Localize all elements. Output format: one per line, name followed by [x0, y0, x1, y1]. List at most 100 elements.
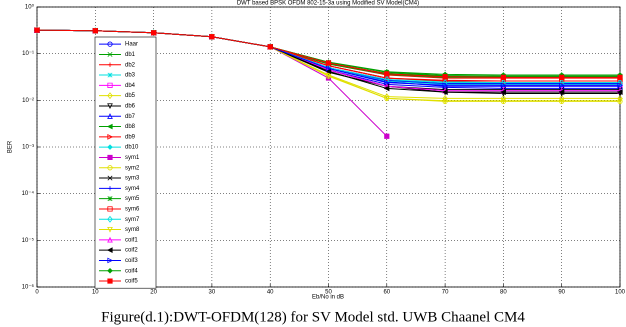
- legend-label: db8: [125, 124, 136, 130]
- marker: [325, 60, 332, 66]
- marker: [209, 34, 215, 40]
- y-tick-label: 10⁻³: [22, 145, 34, 151]
- marker: [617, 74, 623, 81]
- x-tick-label: 60: [383, 290, 390, 296]
- marker: [107, 41, 113, 47]
- legend-label: db9: [125, 134, 136, 140]
- marker: [558, 98, 565, 104]
- legend-label: db7: [125, 114, 136, 120]
- y-tick-label: 10⁻⁶: [22, 284, 35, 291]
- marker: [267, 44, 273, 50]
- legend-label: sym1: [125, 155, 140, 161]
- marker: [442, 74, 448, 80]
- marker: [107, 215, 113, 223]
- x-tick-label: 100: [615, 290, 626, 296]
- x-tick-label: 0: [35, 290, 39, 296]
- marker: [500, 82, 507, 89]
- marker: [559, 82, 565, 89]
- legend-label: db2: [125, 62, 136, 68]
- marker: [500, 74, 506, 81]
- x-tick-label: 70: [442, 290, 449, 296]
- marker: [383, 95, 390, 102]
- marker: [107, 186, 113, 191]
- marker: [107, 144, 113, 150]
- x-tick-label: 50: [325, 290, 332, 296]
- marker: [107, 62, 113, 67]
- marker: [107, 72, 113, 78]
- marker: [107, 154, 113, 161]
- y-tick-label: 10⁻²: [22, 98, 34, 104]
- marker: [500, 89, 506, 95]
- marker: [617, 82, 624, 89]
- x-tick-label: 90: [558, 290, 565, 296]
- x-tick-label: 20: [150, 290, 157, 296]
- marker: [325, 65, 332, 72]
- marker: [107, 226, 113, 233]
- marker: [92, 28, 98, 34]
- y-tick-label: 10⁰: [25, 4, 35, 11]
- marker: [383, 85, 390, 92]
- legend-label: Haar: [125, 42, 138, 48]
- marker: [384, 79, 390, 86]
- marker: [107, 236, 113, 243]
- marker: [107, 206, 113, 212]
- marker: [325, 68, 332, 75]
- legend-label: db6: [125, 104, 136, 110]
- x-tick-label: 80: [500, 290, 507, 296]
- y-tick-label: 10⁻⁴: [22, 190, 35, 197]
- marker: [559, 74, 565, 81]
- marker: [107, 134, 114, 140]
- legend-label: coif4: [125, 268, 138, 274]
- x-tick-label: 40: [267, 290, 274, 296]
- marker: [442, 82, 449, 89]
- marker: [384, 93, 390, 101]
- legend-label: sym6: [125, 207, 140, 213]
- marker: [151, 30, 157, 36]
- legend-label: db1: [125, 52, 136, 58]
- x-tick-label: 30: [209, 290, 216, 296]
- legend-label: coif2: [125, 248, 138, 254]
- marker: [558, 89, 565, 95]
- legend-label: db10: [125, 145, 139, 151]
- legend-label: db4: [125, 83, 136, 89]
- marker: [107, 51, 113, 57]
- marker: [325, 72, 332, 79]
- legend: Haar db1 db2 db3 db4 db5 db6 db7 db8 db9 db10 sym1 s…: [94, 36, 157, 289]
- marker: [106, 123, 113, 130]
- x-tick-label: 10: [92, 290, 99, 296]
- y-tick-label: 10⁻¹: [22, 51, 34, 57]
- legend-label: sym4: [125, 186, 140, 192]
- y-axis-label: BER: [8, 140, 14, 153]
- marker: [616, 89, 623, 95]
- legend-label: coif1: [125, 237, 138, 243]
- marker: [107, 92, 113, 100]
- marker: [107, 82, 113, 88]
- legend-box: [94, 36, 157, 289]
- marker: [107, 165, 113, 171]
- marker: [107, 113, 113, 119]
- legend-label: sym5: [125, 196, 140, 202]
- x-axis-label: Eb/No in dB: [312, 295, 344, 301]
- marker: [107, 278, 113, 284]
- marker: [107, 196, 113, 202]
- marker: [442, 89, 448, 95]
- legend-label: sym8: [125, 227, 140, 233]
- caption: Figure(d.1):DWT-OFDM(128) for SV Model s…: [101, 309, 525, 325]
- legend-label: sym3: [125, 176, 140, 182]
- marker: [107, 103, 113, 110]
- marker: [107, 257, 114, 264]
- y-tick-label: 10⁻⁵: [22, 237, 35, 244]
- chart-title: DWT based BPSK OFDM 802-15-3a using Modi…: [237, 1, 419, 7]
- marker: [617, 98, 623, 104]
- legend-label: coif3: [125, 258, 138, 264]
- marker: [34, 27, 40, 33]
- legend-label: coif5: [125, 279, 138, 285]
- marker: [107, 267, 113, 274]
- legend-label: sym2: [125, 165, 140, 171]
- legend-label: sym7: [125, 217, 140, 223]
- marker: [384, 133, 390, 139]
- legend-label: db5: [125, 93, 136, 99]
- marker: [384, 71, 390, 77]
- marker: [442, 98, 448, 104]
